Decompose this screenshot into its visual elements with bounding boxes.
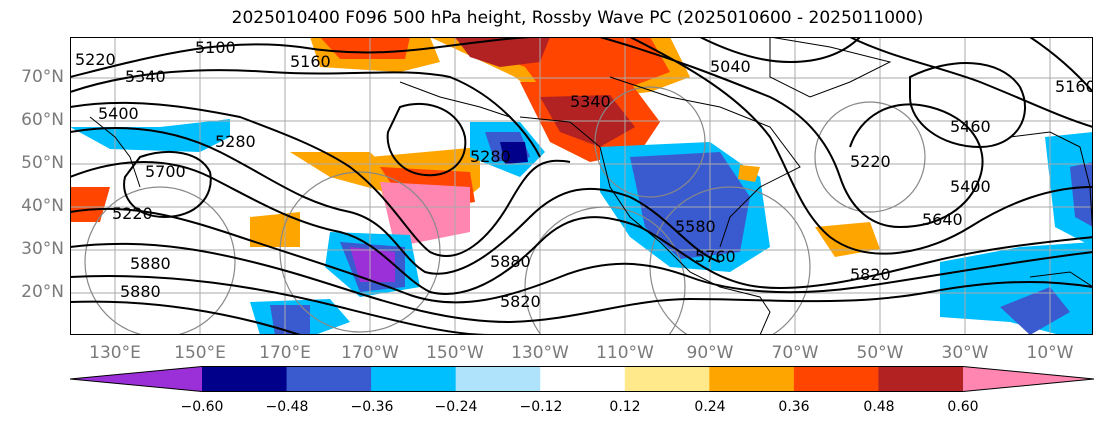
lon-label: 90°W [686,343,734,363]
lon-label: 170°W [341,343,399,363]
lat-label: 70°N [21,67,64,87]
colorbar-segment [371,366,457,392]
map-title: 2025010400 F096 500 hPa height, Rossby W… [231,8,924,28]
lat-label: 40°N [21,196,64,216]
graticule [70,37,1093,335]
colorbar-tick-label: 0.48 [863,399,895,415]
colorbar-segment [286,366,372,392]
colorbar-extend-high [963,366,1094,392]
contour-label: 5880 [130,254,171,273]
lon-label: 150°E [174,343,226,363]
colorbar-segment [624,366,710,392]
contour-label: 5880 [120,282,161,301]
colorbar-tick-label: 0.36 [778,399,810,415]
lon-label: 130°W [511,343,569,363]
contour-label: 5220 [112,204,153,223]
contour-label: 5400 [98,104,139,123]
contour-label: 5100 [195,38,236,57]
contour-label: 5760 [695,247,736,266]
contour-label: 5880 [490,252,531,271]
colorbar-segment [202,366,288,392]
lon-label: 30°W [941,343,989,363]
contour-label: 5220 [75,50,116,69]
colorbar-tick-label: −0.48 [265,399,309,415]
height-contours [70,37,1093,335]
lon-label: 10°W [1026,343,1074,363]
map-panel: 5220 5100 5160 5340 5400 5280 5700 5220 … [70,37,1093,335]
lat-label: 20°N [21,282,64,302]
colorbar [70,366,1095,392]
colorbar-segment [709,366,795,392]
lon-label: 170°E [259,343,311,363]
contour-label: 5460 [950,117,991,136]
colorbar-extend-low [70,366,202,392]
colorbar-tick-label: 0.12 [609,399,641,415]
lat-label: 50°N [21,153,64,173]
contour-label: 5160 [1055,77,1093,96]
contour-label: 5160 [290,52,331,71]
colorbar-tick-label: −0.12 [519,399,563,415]
colorbar-segment [878,366,964,392]
contour-label: 5340 [125,67,166,86]
colorbar-tick-label: −0.36 [350,399,394,415]
contour-label: 5340 [570,92,611,111]
coastlines [89,37,1093,335]
contour-label: 5820 [500,292,541,311]
contour-label: 5220 [850,152,891,171]
colorbar-tick-label: −0.60 [180,399,224,415]
contour-label: 5580 [675,217,716,236]
lon-label: 70°W [771,343,819,363]
lat-label: 30°N [21,239,64,259]
pc-circles [84,86,926,335]
contour-label: 5700 [145,162,186,181]
lon-label: 50°W [856,343,904,363]
contour-label: 5640 [922,210,963,229]
lat-label: 60°N [21,110,64,130]
contour-label: 5280 [470,147,511,166]
contour-label: 5400 [950,177,991,196]
contour-label: 5820 [850,265,891,284]
colorbar-segment [793,366,879,392]
colorbar-tick-label: 0.24 [694,399,726,415]
lon-label: 130°E [89,343,141,363]
contour-label-group: 5220 5100 5160 5340 5400 5280 5700 5220 … [75,38,1093,311]
lon-label: 110°W [596,343,654,363]
contour-label: 5040 [710,57,751,76]
colorbar-tick-label: −0.24 [434,399,478,415]
contour-label: 5280 [215,132,256,151]
lon-label: 150°W [426,343,484,363]
colorbar-segment [455,366,541,392]
colorbar-tick-label: 0.60 [947,399,979,415]
colorbar-segment [540,366,626,392]
